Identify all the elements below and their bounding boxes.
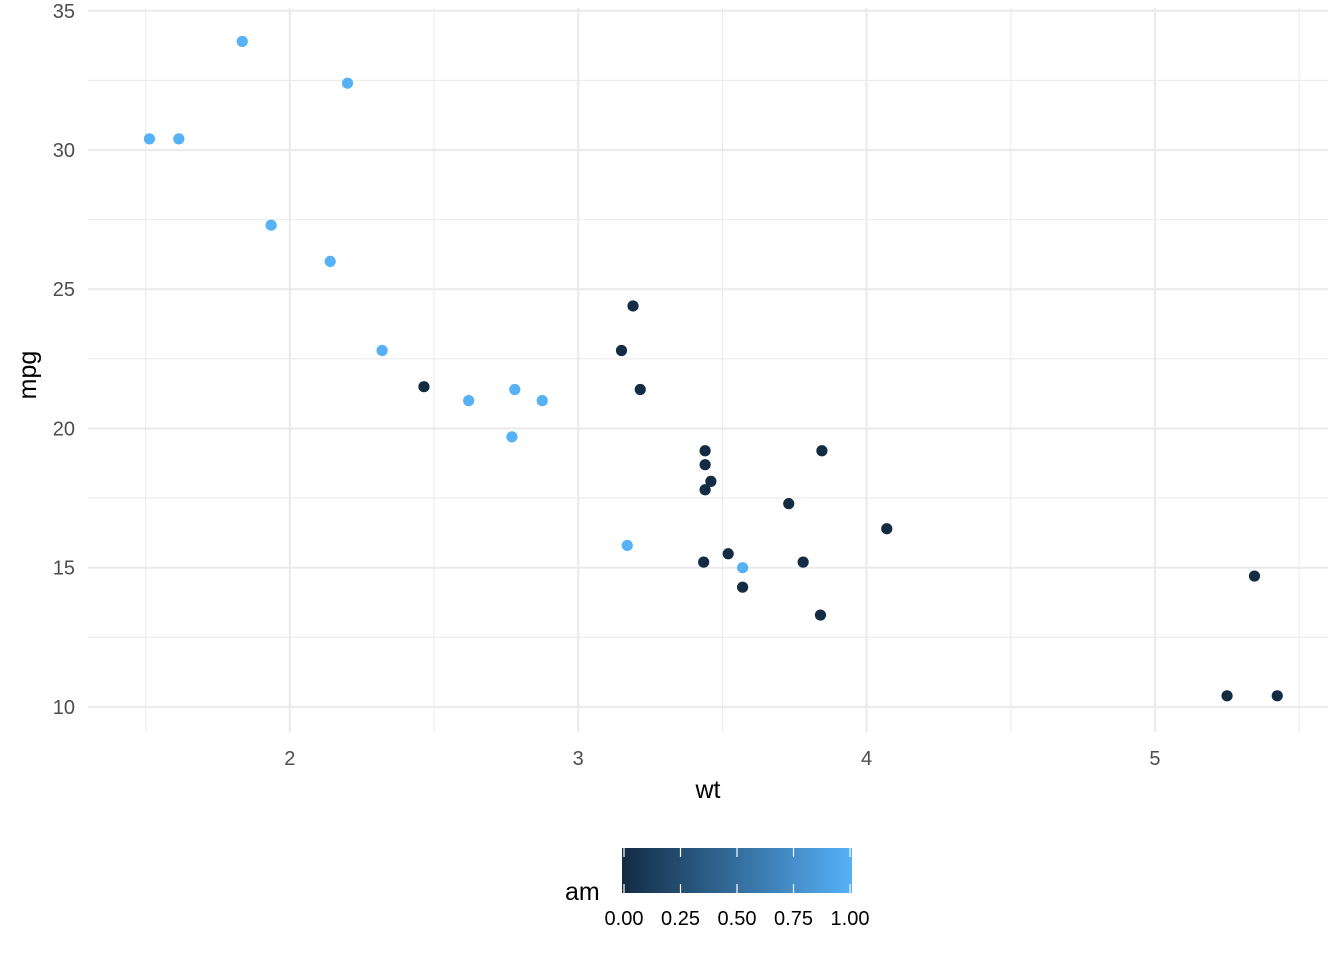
data-point xyxy=(143,133,156,145)
data-point xyxy=(265,219,277,231)
y-tick-label: 35 xyxy=(53,1,75,23)
x-tick-label: 3 xyxy=(573,748,584,770)
color-legend: am 0.00 0.25 0.50 0.75 1.00 xyxy=(565,848,869,930)
y-tick-label: 20 xyxy=(53,418,75,440)
data-point xyxy=(699,445,711,457)
y-axis-title: mpg xyxy=(14,351,42,400)
x-tick-label: 2 xyxy=(284,748,295,770)
data-point xyxy=(627,300,639,312)
legend-title: am xyxy=(565,878,600,906)
data-point xyxy=(705,475,717,487)
y-tick-label: 10 xyxy=(53,697,75,719)
data-point xyxy=(814,609,827,621)
legend-tick-label: 0.75 xyxy=(774,908,813,930)
x-axis-title: wt xyxy=(695,776,721,804)
data-point xyxy=(341,77,354,89)
data-point xyxy=(324,255,336,267)
x-tick-label: 4 xyxy=(861,748,872,770)
data-point xyxy=(737,581,749,593)
legend-tick-label: 0.50 xyxy=(718,908,757,930)
legend-ticks: 0.00 0.25 0.50 0.75 1.00 xyxy=(605,848,870,930)
data-point xyxy=(236,35,248,48)
legend-tick-label: 0.00 xyxy=(605,908,644,930)
data-point xyxy=(881,523,893,535)
y-tick-label: 25 xyxy=(53,279,75,301)
data-point xyxy=(816,445,828,457)
y-tick-label: 15 xyxy=(53,558,75,580)
y-axis-ticks: 10 15 20 25 30 35 xyxy=(53,1,75,719)
data-point xyxy=(615,344,628,357)
legend-tick-label: 0.25 xyxy=(661,908,700,930)
data-point xyxy=(1271,690,1283,702)
data-point xyxy=(506,431,518,443)
data-point xyxy=(173,133,185,145)
data-point xyxy=(1248,570,1261,582)
data-point xyxy=(797,556,809,568)
data-point xyxy=(376,344,388,357)
data-point xyxy=(463,395,475,407)
data-point xyxy=(621,539,633,552)
grid-lines xyxy=(88,8,1328,732)
data-point xyxy=(509,383,521,396)
data-point xyxy=(698,556,710,568)
x-tick-label: 5 xyxy=(1149,748,1160,770)
data-points xyxy=(143,35,1283,702)
data-point xyxy=(536,395,548,407)
y-tick-label: 30 xyxy=(53,140,75,162)
data-point xyxy=(783,498,795,510)
data-point xyxy=(737,562,749,574)
x-axis-ticks: 2 3 4 5 xyxy=(284,748,1160,770)
data-point xyxy=(634,383,646,396)
data-point xyxy=(699,484,711,496)
legend-tick-label: 1.00 xyxy=(831,908,870,930)
data-point xyxy=(1221,690,1233,702)
data-point xyxy=(699,459,711,471)
data-point xyxy=(722,548,734,560)
data-point xyxy=(418,381,430,393)
